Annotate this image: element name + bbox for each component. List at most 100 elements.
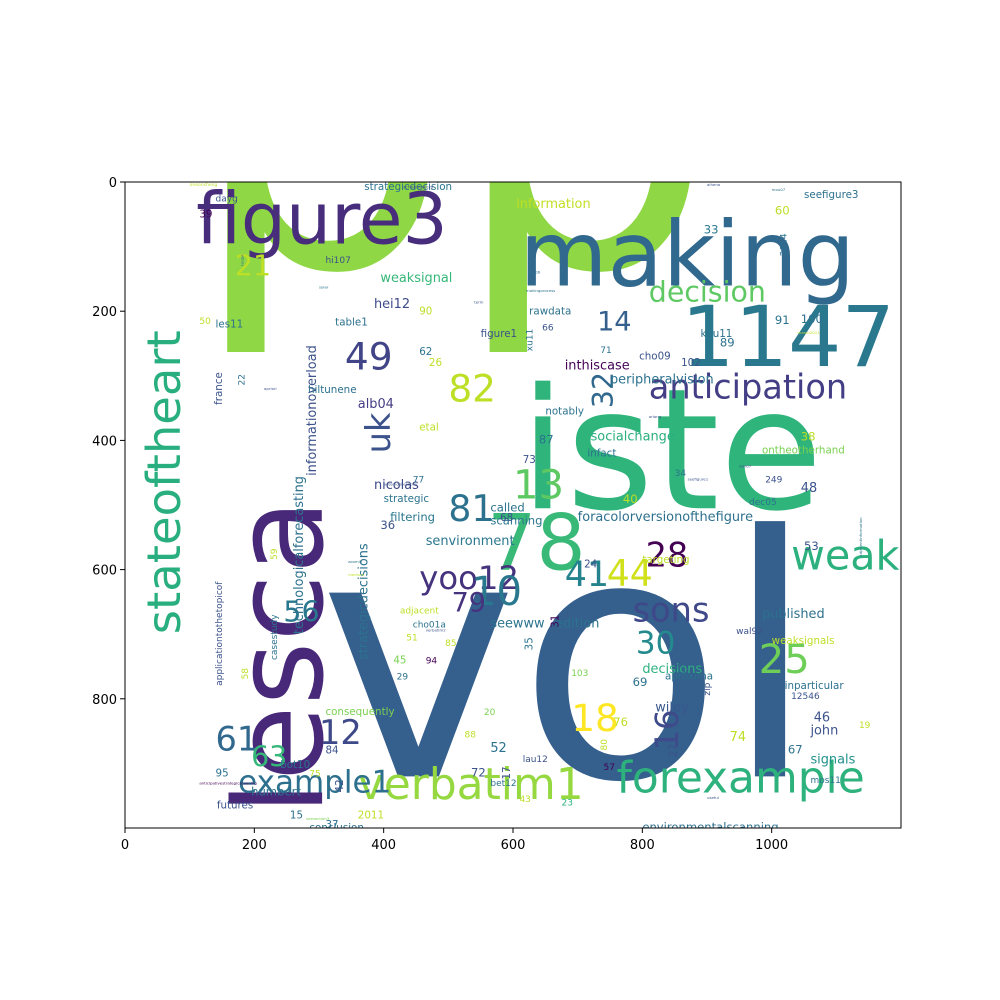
word-126: 80 xyxy=(600,739,610,751)
word-101: 33 xyxy=(704,223,719,237)
word-35: 21 xyxy=(235,250,271,283)
word-44: edition xyxy=(555,617,599,632)
word-1: vol xyxy=(319,465,817,856)
word-47: information xyxy=(516,197,590,212)
word-94: bet12 xyxy=(490,779,516,789)
word-98: xu11 xyxy=(525,329,535,351)
word-68: etal xyxy=(419,422,439,434)
word-7: 78 xyxy=(487,499,586,589)
word-50: socialchange xyxy=(591,429,675,444)
x-tick-label-3: 600 xyxy=(501,838,526,853)
word-141: 45 xyxy=(393,654,406,666)
word-26: 25 xyxy=(759,637,810,683)
x-tick-label-2: 400 xyxy=(371,838,396,853)
word-66: seefigure3 xyxy=(804,189,858,201)
word-41: foracolorversionofthefigure xyxy=(578,510,753,525)
word-22: 81 xyxy=(448,487,494,530)
word-145: 75 xyxy=(309,769,320,779)
word-137: 20 xyxy=(484,708,496,718)
word-82: figure1 xyxy=(481,328,517,340)
x-tick-label-1: 200 xyxy=(242,838,267,853)
x-axis: 0 200 400 600 800 1000 xyxy=(121,828,788,853)
word-159: 36 xyxy=(380,518,395,532)
word-146: 2011 xyxy=(358,809,384,821)
word-175: zoomin xyxy=(348,559,363,564)
word-17: sons xyxy=(633,590,710,629)
word-70: france xyxy=(213,372,225,405)
word-31: 12 xyxy=(319,713,362,752)
word-113: 19 xyxy=(859,721,871,731)
word-6: figure3 xyxy=(196,177,448,260)
word-91: mos11 xyxy=(810,776,840,786)
word-121: 35 xyxy=(523,637,535,650)
y-axis: 0 200 400 600 800 xyxy=(92,176,125,708)
word-52: hei12 xyxy=(374,297,410,312)
word-64: environmentalscanning xyxy=(642,820,778,834)
word-151: 58 xyxy=(241,668,251,680)
word-118: 73 xyxy=(523,454,536,466)
word-142: 51 xyxy=(406,634,417,644)
word-131: 52 xyxy=(490,741,506,756)
word-116: 40 xyxy=(623,492,638,506)
word-166: march2011 xyxy=(798,330,821,335)
word-14: decision xyxy=(649,276,766,309)
word-27: 30 xyxy=(636,626,675,662)
word-109: 53 xyxy=(804,539,819,553)
word-88: weaksignals xyxy=(772,635,835,647)
word-87: 12546 xyxy=(791,692,820,702)
word-119: 66 xyxy=(542,324,554,334)
word-139: 94 xyxy=(426,656,438,666)
word-128: 103 xyxy=(571,669,588,679)
word-81: dayg xyxy=(216,194,238,204)
word-21: 13 xyxy=(513,463,564,509)
y-tick-label-2: 400 xyxy=(92,434,117,449)
word-29: 16 xyxy=(648,709,686,750)
word-83: cho09 xyxy=(639,351,671,363)
word-13: example1 xyxy=(238,764,391,800)
word-99: zip xyxy=(703,682,713,695)
word-152: 59 xyxy=(270,548,280,560)
word-5: 1147 xyxy=(681,288,895,386)
word-33: 56 xyxy=(283,595,319,628)
word-120: 71 xyxy=(600,346,611,356)
x-tick-label-4: 800 xyxy=(630,838,655,853)
word-12: weak xyxy=(791,532,899,580)
word-60: called xyxy=(490,500,524,514)
word-181: anticipativestrategicscanning xyxy=(199,781,257,786)
word-160: 68 xyxy=(500,512,513,524)
word-4: making xyxy=(519,202,855,307)
word-28: 18 xyxy=(571,696,619,740)
word-127: 57 xyxy=(604,763,615,773)
word-45: published xyxy=(762,607,825,622)
word-15: uk xyxy=(359,412,398,453)
word-92: dec05 xyxy=(749,498,777,508)
word-48: inthiscase xyxy=(565,358,630,373)
word-30: 61 xyxy=(216,719,259,758)
word-183: adjacentinformation xyxy=(858,517,863,557)
word-155: 62 xyxy=(419,346,432,358)
word-138: 85 xyxy=(445,639,456,649)
word-180: apriori xyxy=(264,386,277,391)
word-51: weaksignal xyxy=(380,271,452,286)
word-171: seefigure1 xyxy=(688,476,709,481)
word-8: stateoftheart xyxy=(137,330,191,634)
word-42: senvironment xyxy=(426,534,515,549)
word-2: iste xyxy=(519,352,822,548)
word-165: mou07 xyxy=(772,187,786,192)
word-140: 29 xyxy=(397,672,409,682)
word-100: 2014 xyxy=(780,233,790,256)
word-18: 82 xyxy=(448,367,496,411)
word-149: 95 xyxy=(216,767,229,779)
word-55: alb04 xyxy=(358,397,394,412)
word-34: 79 xyxy=(452,588,486,619)
word-125: 76 xyxy=(613,715,628,729)
word-40: strategicdecisions xyxy=(357,543,372,660)
word-53: nicolas xyxy=(374,478,419,493)
word-19: 49 xyxy=(345,334,393,378)
word-184: target xyxy=(239,254,244,266)
word-57: signals xyxy=(810,752,855,767)
plot-background xyxy=(125,182,901,828)
word-32: 63 xyxy=(251,741,287,774)
